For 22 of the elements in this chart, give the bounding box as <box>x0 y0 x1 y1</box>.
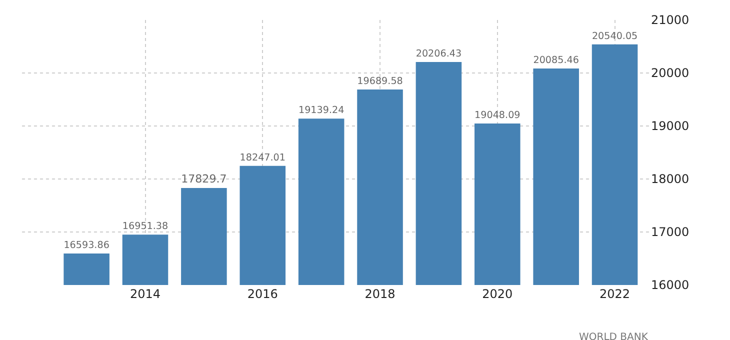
x-tick-label: 2020 <box>482 287 513 301</box>
data-label: 18247.01 <box>240 152 286 164</box>
y-tick-label: 20000 <box>651 66 690 80</box>
data-label: 19689.58 <box>357 76 403 88</box>
data-label: 17829.7 <box>181 172 227 186</box>
data-label: 19048.09 <box>474 110 520 122</box>
data-label: 20206.43 <box>416 48 462 60</box>
y-tick-label: 16000 <box>651 278 690 292</box>
data-label: 16593.86 <box>64 240 110 252</box>
x-tick-label: 2014 <box>130 287 161 301</box>
y-tick-label: 18000 <box>651 172 690 186</box>
x-tick-label: 2018 <box>364 287 396 301</box>
y-tick-label: 19000 <box>651 119 690 134</box>
y-tick-label: 17000 <box>651 225 690 240</box>
data-label: 20540.05 <box>592 30 638 42</box>
data-label: 19139.24 <box>298 105 344 116</box>
y-tick-label: 21000 <box>651 13 690 28</box>
data-label: 20085.46 <box>533 55 579 66</box>
x-tick-label: 2022 <box>600 287 630 301</box>
x-tick-label: 2016 <box>247 287 278 301</box>
text: WORLD BANK <box>579 332 648 340</box>
data-label: 16951.38 <box>122 221 168 232</box>
